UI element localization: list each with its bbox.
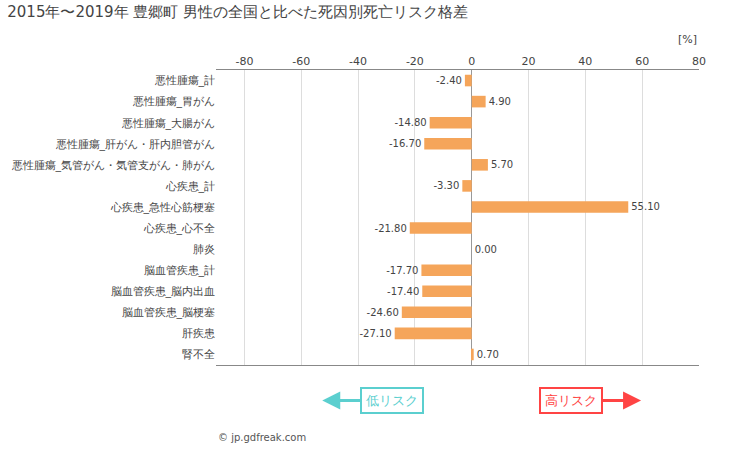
svg-text:-2.40: -2.40 xyxy=(436,75,462,86)
svg-text:0.70: 0.70 xyxy=(477,349,499,360)
svg-text:60: 60 xyxy=(635,55,649,68)
svg-text:55.10: 55.10 xyxy=(631,201,660,212)
svg-text:-20: -20 xyxy=(406,55,424,68)
svg-text:4.90: 4.90 xyxy=(489,96,511,107)
svg-text:-60: -60 xyxy=(292,55,310,68)
svg-text:-17.70: -17.70 xyxy=(386,265,418,276)
svg-text:心疾患_計: 心疾患_計 xyxy=(165,180,216,193)
svg-text:肺炎: 肺炎 xyxy=(193,243,215,256)
svg-text:-21.80: -21.80 xyxy=(375,223,407,234)
svg-text:20: 20 xyxy=(522,55,536,68)
svg-text:悪性腫瘍_気管がん・気管支がん・肺がん: 悪性腫瘍_気管がん・気管支がん・肺がん xyxy=(11,159,216,172)
svg-text:心疾患_心不全: 心疾患_心不全 xyxy=(143,222,216,235)
svg-text:悪性腫瘍_胃がん: 悪性腫瘍_胃がん xyxy=(132,95,216,108)
svg-text:-17.40: -17.40 xyxy=(387,286,419,297)
svg-text:-16.70: -16.70 xyxy=(389,138,421,149)
svg-text:-40: -40 xyxy=(349,55,367,68)
svg-text:高リスク: 高リスク xyxy=(545,393,597,408)
svg-text:脳血管疾患_脳内出血: 脳血管疾患_脳内出血 xyxy=(111,285,216,298)
svg-text:0.00: 0.00 xyxy=(475,244,497,255)
svg-text:脳血管疾患_脳梗塞: 脳血管疾患_脳梗塞 xyxy=(122,306,216,319)
svg-text:2015年〜2019年 豊郷町 男性の全国と比べた死因別死亡: 2015年〜2019年 豊郷町 男性の全国と比べた死因別死亡リスク格差 xyxy=(7,3,468,21)
svg-text:-24.60: -24.60 xyxy=(367,307,399,318)
svg-text:-3.30: -3.30 xyxy=(433,180,459,191)
svg-text:悪性腫瘍_肝がん・肝内胆管がん: 悪性腫瘍_肝がん・肝内胆管がん xyxy=(55,138,216,151)
svg-text:5.70: 5.70 xyxy=(491,159,513,170)
svg-text:悪性腫瘍_大腸がん: 悪性腫瘍_大腸がん xyxy=(121,117,216,130)
svg-text:-80: -80 xyxy=(235,55,253,68)
svg-text:悪性腫瘍_計: 悪性腫瘍_計 xyxy=(154,74,216,87)
svg-text:低リスク: 低リスク xyxy=(366,393,418,408)
svg-text:腎不全: 腎不全 xyxy=(182,348,215,361)
svg-text:-14.80: -14.80 xyxy=(394,117,426,128)
svg-text:脳血管疾患_計: 脳血管疾患_計 xyxy=(144,264,216,277)
svg-text:© jp.gdfreak.com: © jp.gdfreak.com xyxy=(218,432,306,443)
svg-text:80: 80 xyxy=(692,55,706,68)
svg-text:0: 0 xyxy=(468,55,475,68)
svg-text:40: 40 xyxy=(578,55,592,68)
svg-text:[%]: [%] xyxy=(678,33,697,46)
svg-text:-27.10: -27.10 xyxy=(359,328,391,339)
svg-text:心疾患_急性心筋梗塞: 心疾患_急性心筋梗塞 xyxy=(110,201,216,214)
svg-text:肝疾患: 肝疾患 xyxy=(182,327,215,340)
